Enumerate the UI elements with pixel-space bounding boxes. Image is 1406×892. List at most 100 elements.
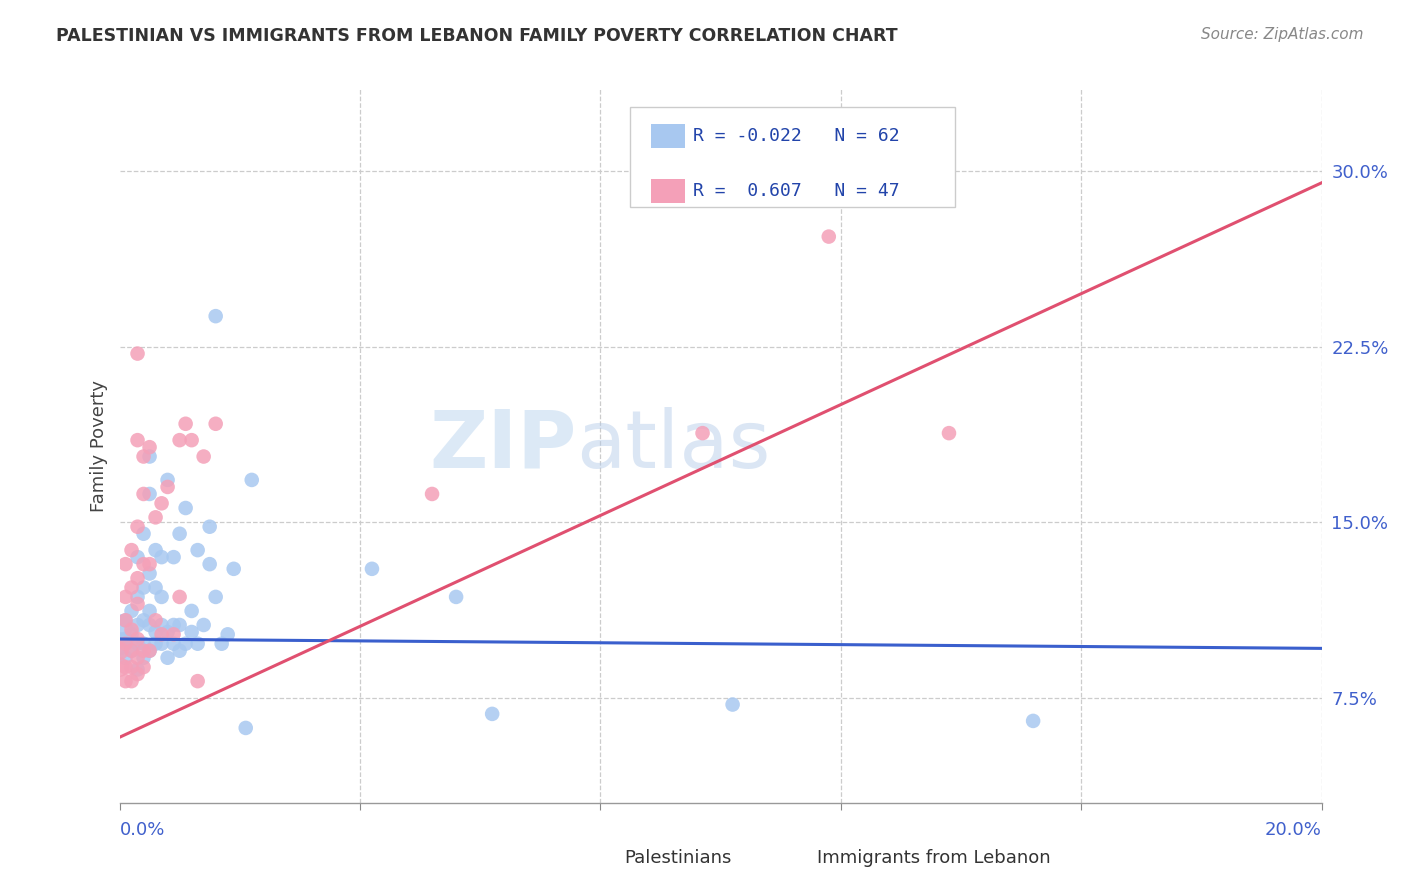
Point bbox=[108, 620, 131, 634]
Y-axis label: Family Poverty: Family Poverty bbox=[90, 380, 108, 512]
Point bbox=[198, 557, 221, 571]
Point bbox=[121, 627, 143, 641]
FancyBboxPatch shape bbox=[651, 179, 685, 203]
Point bbox=[187, 637, 209, 651]
Point bbox=[174, 637, 197, 651]
Point bbox=[193, 618, 215, 632]
Point bbox=[132, 650, 155, 665]
Point bbox=[169, 590, 191, 604]
Point bbox=[127, 590, 149, 604]
Point bbox=[162, 618, 184, 632]
Point bbox=[132, 526, 155, 541]
Point bbox=[150, 550, 173, 565]
FancyBboxPatch shape bbox=[630, 107, 955, 207]
Point bbox=[108, 637, 131, 651]
Point bbox=[174, 501, 197, 516]
Point bbox=[150, 637, 173, 651]
Point bbox=[132, 660, 155, 674]
Point bbox=[211, 637, 233, 651]
Point bbox=[156, 650, 179, 665]
Point bbox=[121, 581, 143, 595]
Point bbox=[169, 644, 191, 658]
Point bbox=[198, 519, 221, 533]
Point bbox=[162, 627, 184, 641]
Point bbox=[138, 487, 160, 501]
Point bbox=[127, 346, 149, 360]
Point bbox=[127, 650, 149, 665]
Point bbox=[114, 660, 136, 674]
FancyBboxPatch shape bbox=[651, 124, 685, 148]
Point bbox=[156, 480, 179, 494]
Text: PALESTINIAN VS IMMIGRANTS FROM LEBANON FAMILY POVERTY CORRELATION CHART: PALESTINIAN VS IMMIGRANTS FROM LEBANON F… bbox=[56, 27, 898, 45]
Point bbox=[938, 426, 960, 441]
Point bbox=[127, 550, 149, 565]
Point bbox=[150, 627, 173, 641]
Point bbox=[162, 637, 184, 651]
Point bbox=[114, 613, 136, 627]
Point bbox=[145, 637, 167, 651]
Point bbox=[114, 637, 136, 651]
Point bbox=[145, 625, 167, 640]
Point bbox=[180, 625, 202, 640]
Point bbox=[169, 618, 191, 632]
Point bbox=[138, 644, 160, 658]
Point bbox=[169, 526, 191, 541]
Point bbox=[138, 450, 160, 464]
Point bbox=[180, 433, 202, 447]
Point bbox=[420, 487, 443, 501]
Point bbox=[121, 644, 143, 658]
Text: R = -0.022   N = 62: R = -0.022 N = 62 bbox=[693, 128, 900, 145]
Point bbox=[121, 674, 143, 689]
Point bbox=[145, 510, 167, 524]
Point bbox=[721, 698, 744, 712]
Text: Palestinians: Palestinians bbox=[624, 849, 731, 867]
Point bbox=[138, 566, 160, 581]
Point bbox=[145, 543, 167, 558]
Point bbox=[121, 604, 143, 618]
FancyBboxPatch shape bbox=[775, 847, 808, 871]
Text: Immigrants from Lebanon: Immigrants from Lebanon bbox=[817, 849, 1050, 867]
Point bbox=[127, 618, 149, 632]
Point bbox=[132, 581, 155, 595]
Point bbox=[180, 604, 202, 618]
Point bbox=[127, 519, 149, 533]
Point bbox=[1022, 714, 1045, 728]
Point bbox=[361, 562, 384, 576]
Point bbox=[114, 613, 136, 627]
Point bbox=[127, 667, 149, 681]
Point bbox=[132, 450, 155, 464]
Point bbox=[156, 625, 179, 640]
Point bbox=[145, 613, 167, 627]
Point bbox=[114, 650, 136, 665]
Point bbox=[132, 487, 155, 501]
Point bbox=[444, 590, 467, 604]
Point bbox=[127, 662, 149, 676]
Point bbox=[108, 660, 131, 674]
Point bbox=[114, 557, 136, 571]
Point bbox=[217, 627, 239, 641]
Point bbox=[114, 632, 136, 646]
Point bbox=[817, 229, 839, 244]
Point bbox=[127, 632, 149, 646]
Point bbox=[138, 618, 160, 632]
Point bbox=[156, 473, 179, 487]
Point bbox=[138, 440, 160, 454]
Point bbox=[193, 450, 215, 464]
FancyBboxPatch shape bbox=[582, 847, 616, 871]
Text: 0.0%: 0.0% bbox=[120, 821, 165, 838]
Text: R =  0.607   N = 47: R = 0.607 N = 47 bbox=[693, 182, 900, 200]
Text: Source: ZipAtlas.com: Source: ZipAtlas.com bbox=[1201, 27, 1364, 42]
Point bbox=[132, 644, 155, 658]
Point bbox=[204, 590, 226, 604]
Point bbox=[169, 433, 191, 447]
Point bbox=[222, 562, 245, 576]
Point bbox=[132, 557, 155, 571]
Point bbox=[108, 644, 131, 658]
Point bbox=[150, 590, 173, 604]
Text: 20.0%: 20.0% bbox=[1265, 821, 1322, 838]
Point bbox=[121, 623, 143, 637]
Point bbox=[162, 550, 184, 565]
Point bbox=[204, 417, 226, 431]
Point bbox=[132, 613, 155, 627]
Point bbox=[692, 426, 714, 441]
